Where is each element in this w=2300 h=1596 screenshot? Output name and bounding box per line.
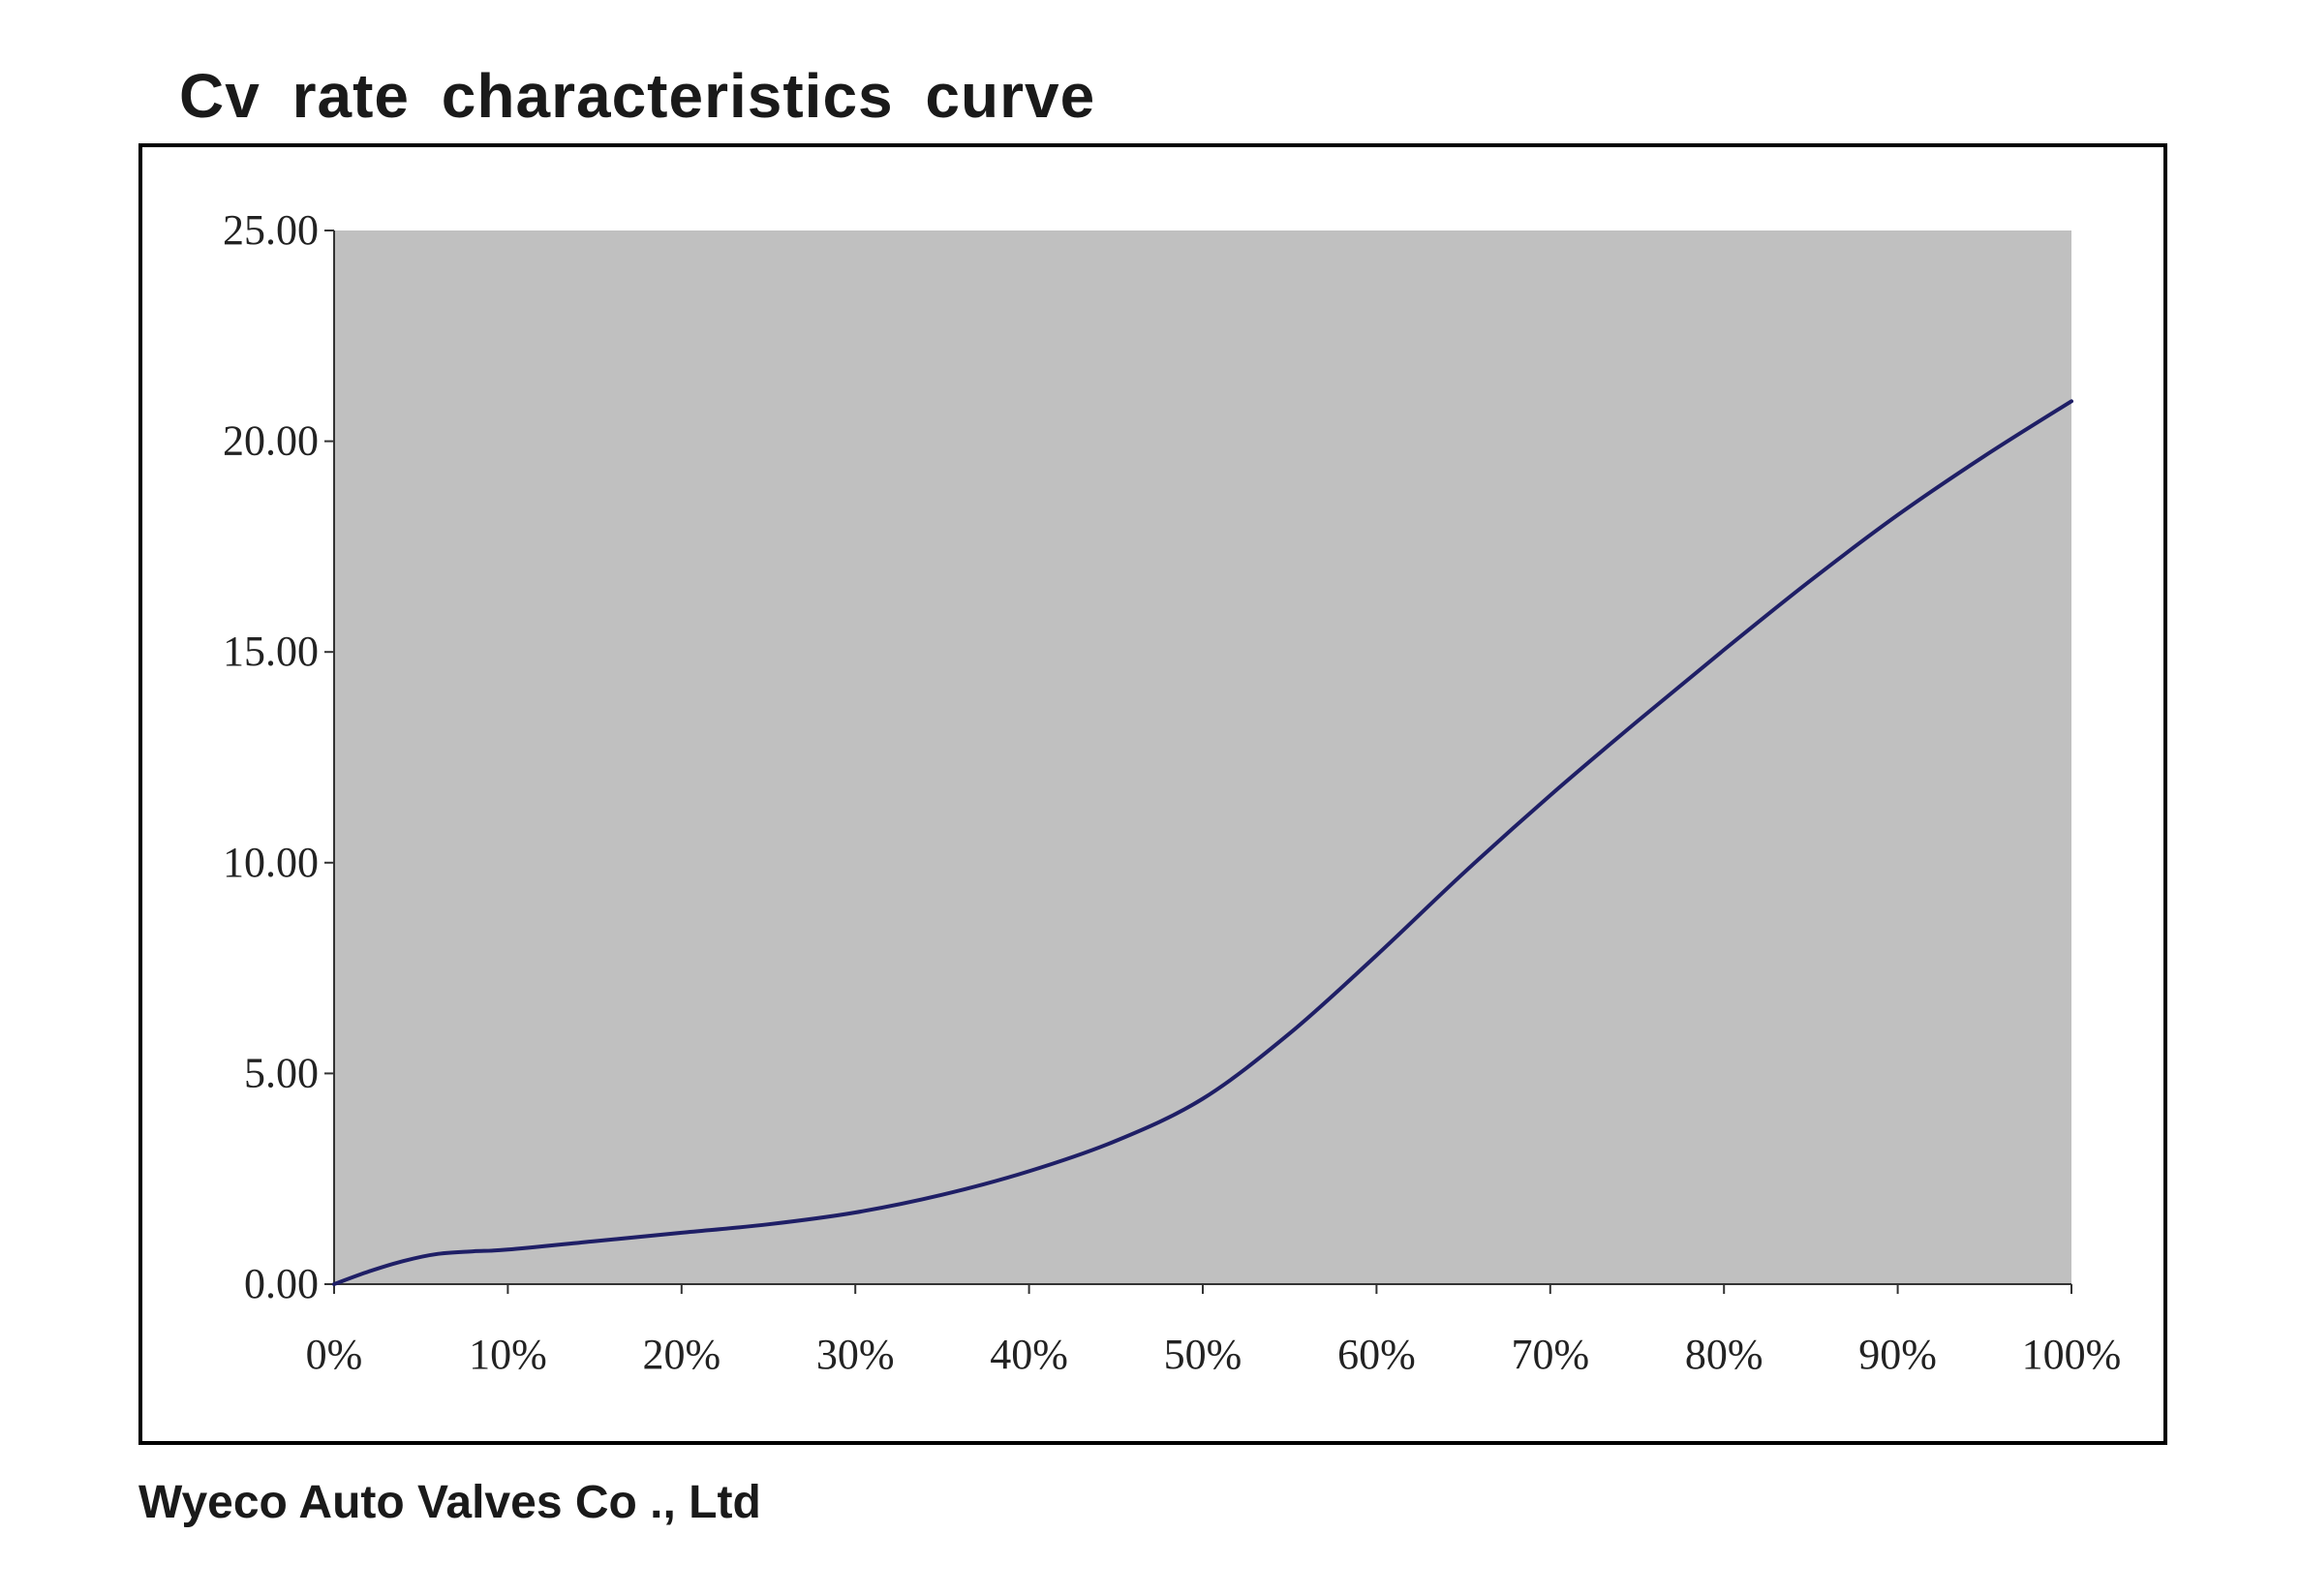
y-tick-label: 0.00 [244,1260,319,1307]
x-tick-label: 60% [1337,1331,1416,1378]
x-tick-label: 20% [642,1331,721,1378]
x-tick-label: 30% [816,1331,895,1378]
x-tick-label: 90% [1858,1331,1937,1378]
y-tick-label: 15.00 [223,628,319,675]
ticks: 0.00 5.00 10.00 15.00 20.00 25.00 0% 10% 20% 30% 4… [223,206,2121,1378]
plot-area [334,230,2071,1284]
y-tick-label: 5.00 [244,1049,319,1096]
chart-title: Cv rate characteristics curve [179,61,1096,131]
x-tick-label: 70% [1511,1331,1589,1378]
x-tick-label: 50% [1164,1331,1242,1378]
y-tick-label: 10.00 [223,839,319,886]
chart-frame: 0.00 5.00 10.00 15.00 20.00 25.00 0% 10% 20% 30% 4… [138,143,2167,1445]
series-line [332,399,2073,1286]
line-chart: 0.00 5.00 10.00 15.00 20.00 25.00 0% 10% 20% 30% 4… [223,206,2121,1378]
company-name: Wyeco Auto Valves Co ., Ltd [138,1477,761,1528]
series-layer [332,399,2073,1286]
x-tick-label: 10% [469,1331,547,1378]
x-tick-label: 80% [1685,1331,1763,1378]
x-tick-label: 0% [306,1331,363,1378]
x-tick-label: 100% [2022,1331,2122,1378]
y-tick-label: 20.00 [223,417,319,465]
y-tick-label: 25.00 [223,206,319,254]
x-tick-label: 40% [990,1331,1068,1378]
